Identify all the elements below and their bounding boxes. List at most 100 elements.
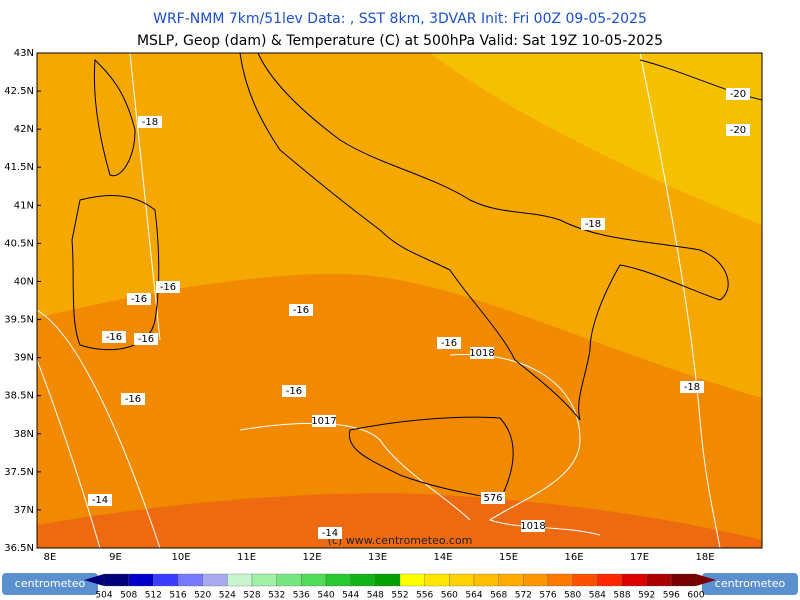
lat-label: 36.5N: [4, 543, 34, 554]
lon-label: 9E: [109, 552, 122, 563]
colorbar-label: 528: [243, 591, 260, 600]
colorbar-label: 536: [293, 591, 310, 600]
contour-label: -20: [730, 125, 746, 136]
colorbar-cell: [103, 573, 129, 587]
colorbar-arrow: [696, 574, 716, 586]
lon-label: 13E: [368, 552, 387, 563]
contour-label: -16: [293, 305, 309, 316]
colorbar-label: 544: [342, 591, 359, 600]
contour-label-box: [88, 494, 112, 506]
colorbar-label: 576: [539, 591, 556, 600]
lat-label: 39.5N: [4, 315, 34, 326]
colorbar-label: 520: [194, 591, 211, 600]
colorbar: centrometeo centrometeo 504 508 512 516 520 5…: [2, 573, 798, 600]
contour-label: -18: [585, 219, 601, 230]
colorbar-cell: [202, 573, 228, 587]
lon-label: 12E: [302, 552, 321, 563]
colorbar-cell: [301, 573, 327, 587]
colorbar-cell: [473, 573, 499, 587]
contour-label-box: [581, 218, 605, 230]
contour-label: -16: [131, 294, 147, 305]
lat-label: 42N: [14, 124, 34, 135]
contour-label-box: [680, 381, 704, 393]
colorbar-label: 540: [317, 591, 334, 600]
isotherm: [639, 52, 721, 549]
band-564: [37, 273, 762, 548]
contour-label-box: [318, 527, 342, 539]
colorbar-label: 572: [515, 591, 532, 600]
contour-label-box: [521, 520, 545, 532]
contour-label-box: [312, 415, 336, 427]
contour-label: -20: [730, 89, 746, 100]
contour-label: 1018: [520, 521, 545, 532]
logo-box: [2, 573, 98, 595]
lon-label: 16E: [564, 552, 583, 563]
contour-label-box: [437, 337, 461, 349]
logo: centrometeo: [715, 577, 786, 590]
lat-label: 40N: [14, 276, 34, 287]
colorbar-label: 580: [564, 591, 581, 600]
colorbar-cell: [153, 573, 179, 587]
lat-label: 37.5N: [4, 467, 34, 478]
colorbar-cell: [547, 573, 573, 587]
contour-label: -16: [441, 338, 457, 349]
colorbar-cell: [671, 573, 697, 587]
coastline-sardinia: [71, 195, 160, 351]
contour-label-box: [156, 281, 180, 293]
colorbar-cell: [646, 573, 672, 587]
colorbar-cell: [350, 573, 376, 587]
colorbar-label: 556: [416, 591, 433, 600]
colorbar-cell: [449, 573, 475, 587]
colorbar-cell: [498, 573, 524, 587]
contour-labels: -20 -20 -18 -18 -16 -16 -16 -16 -16 -16 -16 -16 1018…: [88, 88, 750, 539]
contour-label: 1018: [469, 348, 494, 359]
contour-label: -16: [125, 394, 141, 405]
isobar: [239, 422, 471, 521]
lon-label: 8E: [44, 552, 57, 563]
lat-label: 37N: [14, 505, 34, 516]
contour-label-box: [121, 393, 145, 405]
colorbar-cell: [424, 573, 450, 587]
lat-label: 41.5N: [4, 162, 34, 173]
logo-box: [702, 573, 798, 595]
contour-label-box: [138, 116, 162, 128]
lat-label: 43N: [14, 48, 34, 59]
isotherm: [36, 309, 161, 549]
colorbar-label: 524: [219, 591, 236, 600]
colorbar-label: 508: [120, 591, 137, 600]
contour-label-box: [726, 88, 750, 100]
contour-label-box: [134, 333, 158, 345]
colorbar-cell: [251, 573, 277, 587]
colorbar-label: 504: [95, 591, 112, 600]
map-frame: [36, 52, 763, 549]
isotherm: [36, 359, 101, 549]
lon-label: 10E: [171, 552, 190, 563]
lon-label: 17E: [630, 552, 649, 563]
lon-label: 14E: [433, 552, 452, 563]
colorbar-label: 516: [169, 591, 186, 600]
lat-axis: 43N 42.5N 42N 41.5N 41N 40.5N 40N 39.5N 39N 38.5N…: [4, 48, 41, 554]
title-line2: MSLP, Geop (dam) & Temperature (C) at 50…: [137, 33, 663, 49]
contour-label-box: [726, 124, 750, 136]
colorbar-cell: [523, 573, 549, 587]
colorbar-cell: [399, 573, 425, 587]
colorbar-cell: [375, 573, 401, 587]
colorbar-label: 532: [268, 591, 285, 600]
title-line1: WRF-NMM 7km/51lev Data: , SST 8km, 3DVAR…: [153, 11, 647, 27]
colorbar-cell: [325, 573, 351, 587]
contour-label-box: [127, 293, 151, 305]
colorbar-label: 568: [490, 591, 507, 600]
lon-axis: 8E 9E 10E 11E 12E 13E 14E 15E 16E 17E 18E: [44, 552, 715, 563]
colorbar-cell: [621, 573, 647, 587]
lat-label: 38.5N: [4, 391, 34, 402]
contour-label: -16: [106, 332, 122, 343]
lat-label: 41N: [14, 200, 34, 211]
colorbar-cell: [128, 573, 154, 587]
logo: centrometeo: [15, 577, 86, 590]
contour-label: -16: [138, 334, 154, 345]
contour-label-box: [470, 347, 494, 359]
lat-label: 39N: [14, 353, 34, 364]
lon-label: 18E: [695, 552, 714, 563]
